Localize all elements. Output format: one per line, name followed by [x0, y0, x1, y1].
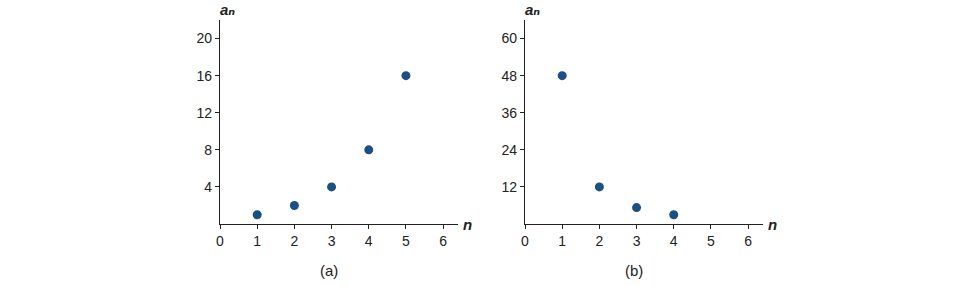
- svg-text:16: 16: [197, 68, 213, 84]
- svg-text:4: 4: [204, 179, 212, 195]
- svg-text:4: 4: [365, 233, 373, 249]
- svg-text:12: 12: [197, 105, 213, 121]
- svg-text:4: 4: [670, 233, 678, 249]
- svg-text:6: 6: [439, 233, 447, 249]
- svg-text:n: n: [768, 216, 777, 233]
- svg-text:2: 2: [290, 233, 298, 249]
- svg-text:aₙ: aₙ: [220, 1, 235, 18]
- svg-text:60: 60: [502, 30, 518, 46]
- svg-text:12: 12: [502, 179, 518, 195]
- svg-text:3: 3: [633, 233, 641, 249]
- svg-text:5: 5: [402, 233, 410, 249]
- svg-text:24: 24: [502, 142, 518, 158]
- svg-text:6: 6: [744, 233, 752, 249]
- svg-text:0: 0: [216, 233, 224, 249]
- svg-text:36: 36: [502, 105, 518, 121]
- svg-text:48: 48: [502, 68, 518, 84]
- svg-text:n: n: [463, 216, 472, 233]
- svg-text:0: 0: [521, 233, 529, 249]
- svg-text:2: 2: [595, 233, 603, 249]
- svg-text:20: 20: [197, 30, 213, 46]
- svg-text:1: 1: [558, 233, 566, 249]
- svg-text:(a): (a): [320, 262, 338, 279]
- svg-text:1: 1: [253, 233, 261, 249]
- svg-text:5: 5: [707, 233, 715, 249]
- svg-text:3: 3: [328, 233, 336, 249]
- svg-text:(b): (b): [625, 262, 643, 279]
- svg-text:8: 8: [204, 142, 212, 158]
- svg-text:aₙ: aₙ: [525, 1, 540, 18]
